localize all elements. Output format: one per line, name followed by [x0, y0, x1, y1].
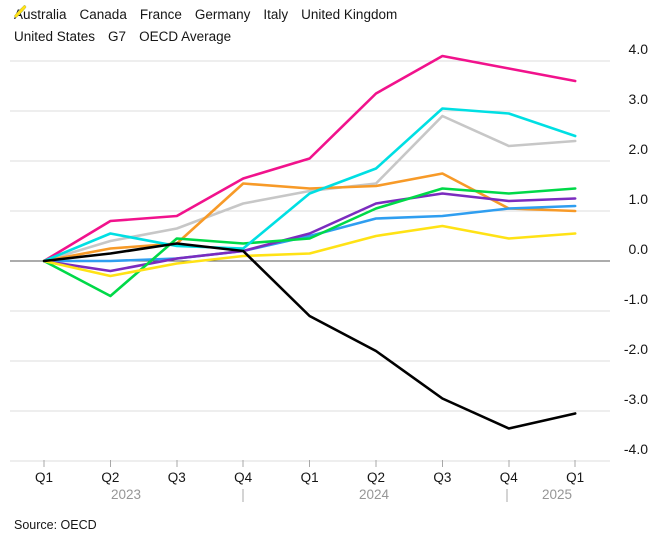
- legend-item-canada: Canada: [14, 5, 127, 23]
- series-line-germany: [42, 204, 577, 263]
- series-line-united-states: [42, 187, 577, 298]
- legend-slash-icon: [14, 5, 26, 18]
- legend-label: Italy: [263, 6, 289, 22]
- y-axis-label: 3.0: [628, 91, 648, 107]
- legend-label: Germany: [194, 6, 251, 22]
- x-axis-year-label: 2023: [110, 487, 142, 502]
- year-divider: |: [505, 487, 509, 502]
- legend-item-united-kingdom: United Kingdom: [14, 5, 398, 23]
- legend-item-oecd-average: OECD Average: [14, 5, 232, 45]
- x-axis-quarter-label: Q4: [499, 470, 518, 485]
- x-axis-quarter-label: Q3: [167, 470, 186, 485]
- legend-item-united-states: United States: [14, 5, 96, 45]
- legend-item-germany: Germany: [14, 5, 251, 23]
- y-axis-label: -3.0: [623, 391, 648, 407]
- y-axis-label: 1.0: [628, 191, 648, 207]
- legend-label: France: [139, 6, 182, 22]
- x-axis-quarter-label: Q3: [433, 470, 452, 485]
- legend-item-italy: Italy: [14, 5, 289, 23]
- x-axis-quarter-label: Q1: [300, 470, 319, 485]
- series-line-g7: [42, 192, 577, 273]
- series-line-oecd-average: [42, 224, 577, 278]
- x-axis-quarter-label: Q4: [234, 470, 253, 485]
- legend-label: OECD Average: [139, 28, 232, 44]
- legend-item-g7: G7: [14, 5, 127, 45]
- x-axis-quarter-label: Q1: [566, 470, 585, 485]
- legend-label: Canada: [79, 6, 127, 22]
- y-axis-label: 4.0: [628, 41, 648, 57]
- legend-item-france: France: [14, 5, 182, 23]
- legend-label: G7: [108, 28, 127, 44]
- y-axis-label: 2.0: [628, 141, 648, 157]
- x-axis-year-label: 2024: [358, 487, 390, 502]
- series-line-canada: [42, 54, 577, 263]
- x-axis-quarter-label: Q2: [101, 470, 120, 485]
- series-line-australia: [42, 172, 577, 263]
- series-line-italy: [42, 242, 577, 430]
- y-axis-label: -1.0: [623, 291, 648, 307]
- y-axis-label: -2.0: [623, 341, 648, 357]
- legend-label: United States: [14, 28, 96, 44]
- year-divider: |: [241, 487, 245, 502]
- legend-label: Australia: [14, 6, 67, 22]
- x-axis-quarter-label: Q2: [366, 470, 385, 485]
- legend-label: United Kingdom: [301, 6, 398, 22]
- x-axis-year-label: 2025: [541, 487, 573, 502]
- source-caption: Source: OECD: [14, 518, 97, 532]
- y-axis-label: 0.0: [628, 241, 648, 257]
- x-axis-quarter-label: Q1: [34, 470, 53, 485]
- y-axis-label: -4.0: [623, 441, 648, 457]
- series-line-united-kingdom: [42, 107, 577, 263]
- chart-legend: Australia Canada France Germany Italy United …: [14, 5, 654, 45]
